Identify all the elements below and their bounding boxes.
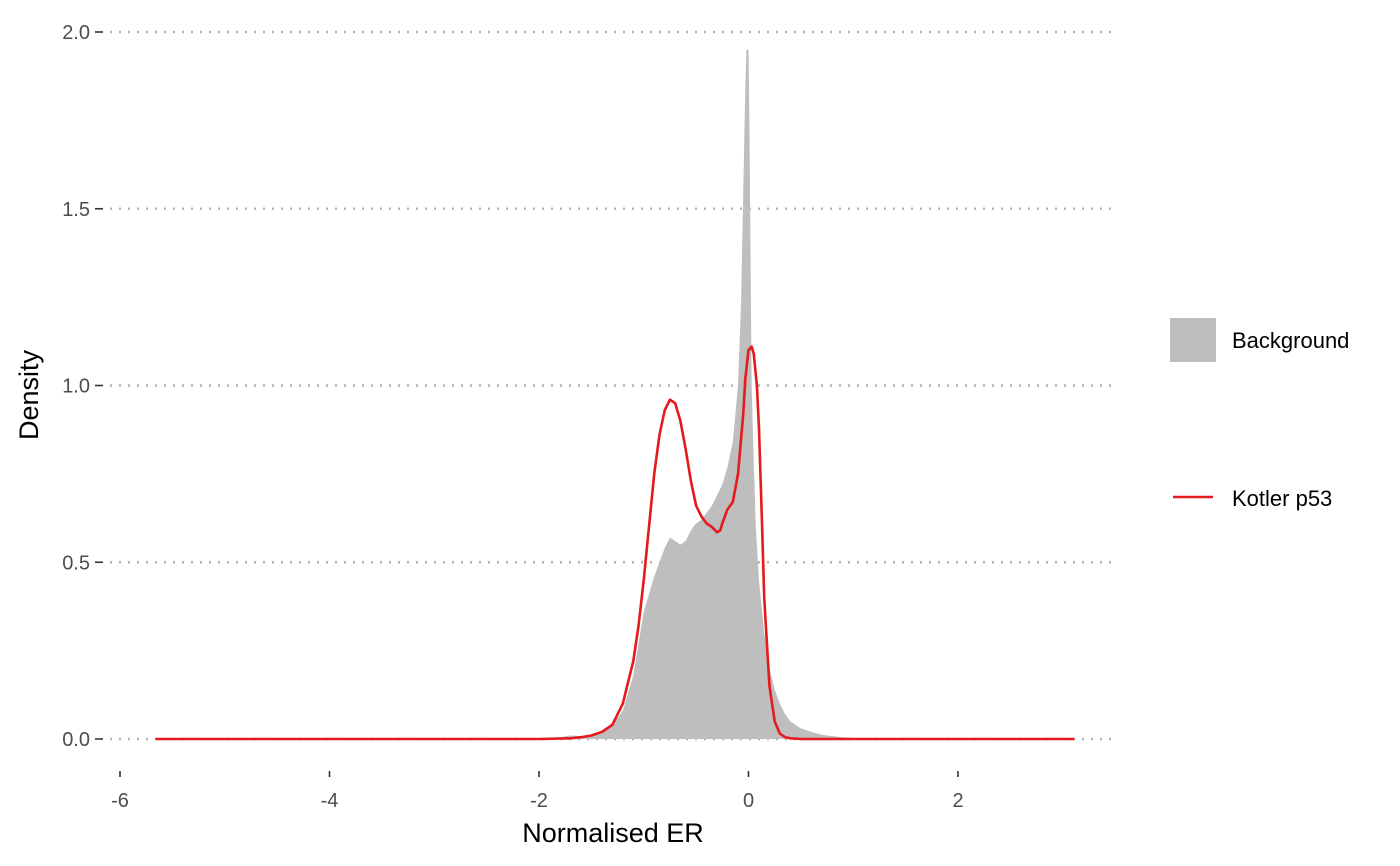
background-series — [156, 49, 1074, 740]
y-tick-label-2: 1.0 — [62, 376, 90, 398]
legend-label-background: Background — [1232, 328, 1349, 353]
x-tick-label-4: 2 — [952, 790, 963, 812]
x-tick-label-0: -6 — [111, 790, 129, 812]
y-tick-label-0: 0.0 — [62, 729, 90, 751]
legend: Background Kotler p53 — [1170, 318, 1349, 511]
kotler-series — [155, 345, 1075, 741]
x-tick-label-2: -2 — [530, 790, 548, 812]
legend-key-background — [1170, 318, 1216, 362]
y-tick-label-3: 1.5 — [62, 199, 90, 221]
x-tick-label-1: -4 — [321, 790, 339, 812]
x-axis: -6 -4 -2 0 2 — [111, 771, 964, 812]
gridlines — [110, 30, 1115, 741]
x-tick-label-3: 0 — [743, 790, 754, 812]
x-axis-title: Normalised ER — [522, 818, 704, 848]
y-tick-label-1: 0.5 — [62, 552, 90, 574]
y-axis: 0.0 0.5 1.0 1.5 2.0 — [62, 22, 103, 751]
background-density-area — [156, 49, 1074, 740]
y-axis-title: Density — [14, 349, 44, 440]
legend-label-kotler: Kotler p53 — [1232, 486, 1332, 511]
y-tick-label-4: 2.0 — [62, 22, 90, 44]
kotler-density-line — [155, 345, 1075, 741]
